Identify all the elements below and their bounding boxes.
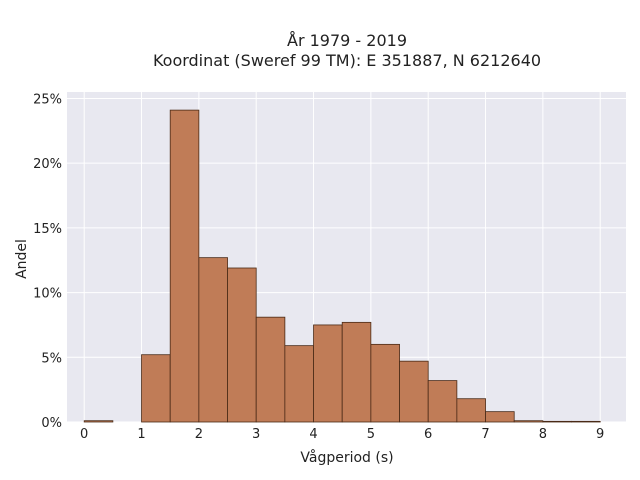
histogram-bar-17 bbox=[571, 420, 601, 423]
y-axis-ticks: 0% 5% 10% 15% 20% 25% bbox=[33, 92, 62, 431]
histogram-bar-0 bbox=[83, 420, 114, 423]
histogram-bar-13 bbox=[456, 398, 486, 423]
y-tick-label: 25% bbox=[33, 92, 62, 107]
histogram-bar-10 bbox=[370, 343, 400, 423]
histogram-bar-8 bbox=[313, 324, 343, 423]
x-axis-label: Vågperiod (s) bbox=[300, 449, 393, 466]
x-tick-label: 8 bbox=[539, 427, 547, 442]
x-tick-label: 5 bbox=[367, 427, 375, 442]
y-tick-label: 5% bbox=[41, 351, 62, 366]
x-tick-label: 1 bbox=[137, 427, 145, 442]
histogram-bar-3 bbox=[169, 109, 200, 423]
histogram-bar-4 bbox=[198, 257, 228, 423]
histogram-bar-2 bbox=[141, 354, 171, 423]
chart-title-line-1: År 1979 - 2019 bbox=[287, 31, 407, 50]
x-axis-ticks: 0 1 2 3 4 5 6 7 8 9 bbox=[80, 427, 604, 442]
histogram-bar-6 bbox=[255, 316, 286, 423]
histogram-bar-16 bbox=[542, 420, 572, 423]
histogram-bar-7 bbox=[284, 345, 314, 423]
histogram-bar-12 bbox=[427, 380, 458, 423]
chart-title-line-2: Koordinat (Sweref 99 TM): E 351887, N 62… bbox=[153, 51, 541, 70]
histogram-bar-9 bbox=[341, 321, 372, 423]
x-tick-label: 6 bbox=[424, 427, 432, 442]
y-tick-label: 10% bbox=[33, 287, 62, 302]
histogram-bar-15 bbox=[513, 420, 544, 423]
histogram-bar-14 bbox=[485, 411, 515, 423]
x-tick-label: 0 bbox=[80, 427, 88, 442]
bars bbox=[83, 109, 601, 423]
y-axis-label: Andel bbox=[14, 239, 30, 279]
x-tick-label: 2 bbox=[195, 427, 203, 442]
x-tick-label: 9 bbox=[596, 427, 604, 442]
y-tick-label: 20% bbox=[33, 157, 62, 172]
y-tick-label: 15% bbox=[33, 222, 62, 237]
x-tick-label: 7 bbox=[481, 427, 489, 442]
y-tick-label: 0% bbox=[41, 416, 62, 431]
x-tick-label: 4 bbox=[309, 427, 317, 442]
x-tick-label: 3 bbox=[252, 427, 260, 442]
histogram-bar-11 bbox=[399, 360, 429, 423]
histogram-bar-5 bbox=[227, 267, 257, 423]
